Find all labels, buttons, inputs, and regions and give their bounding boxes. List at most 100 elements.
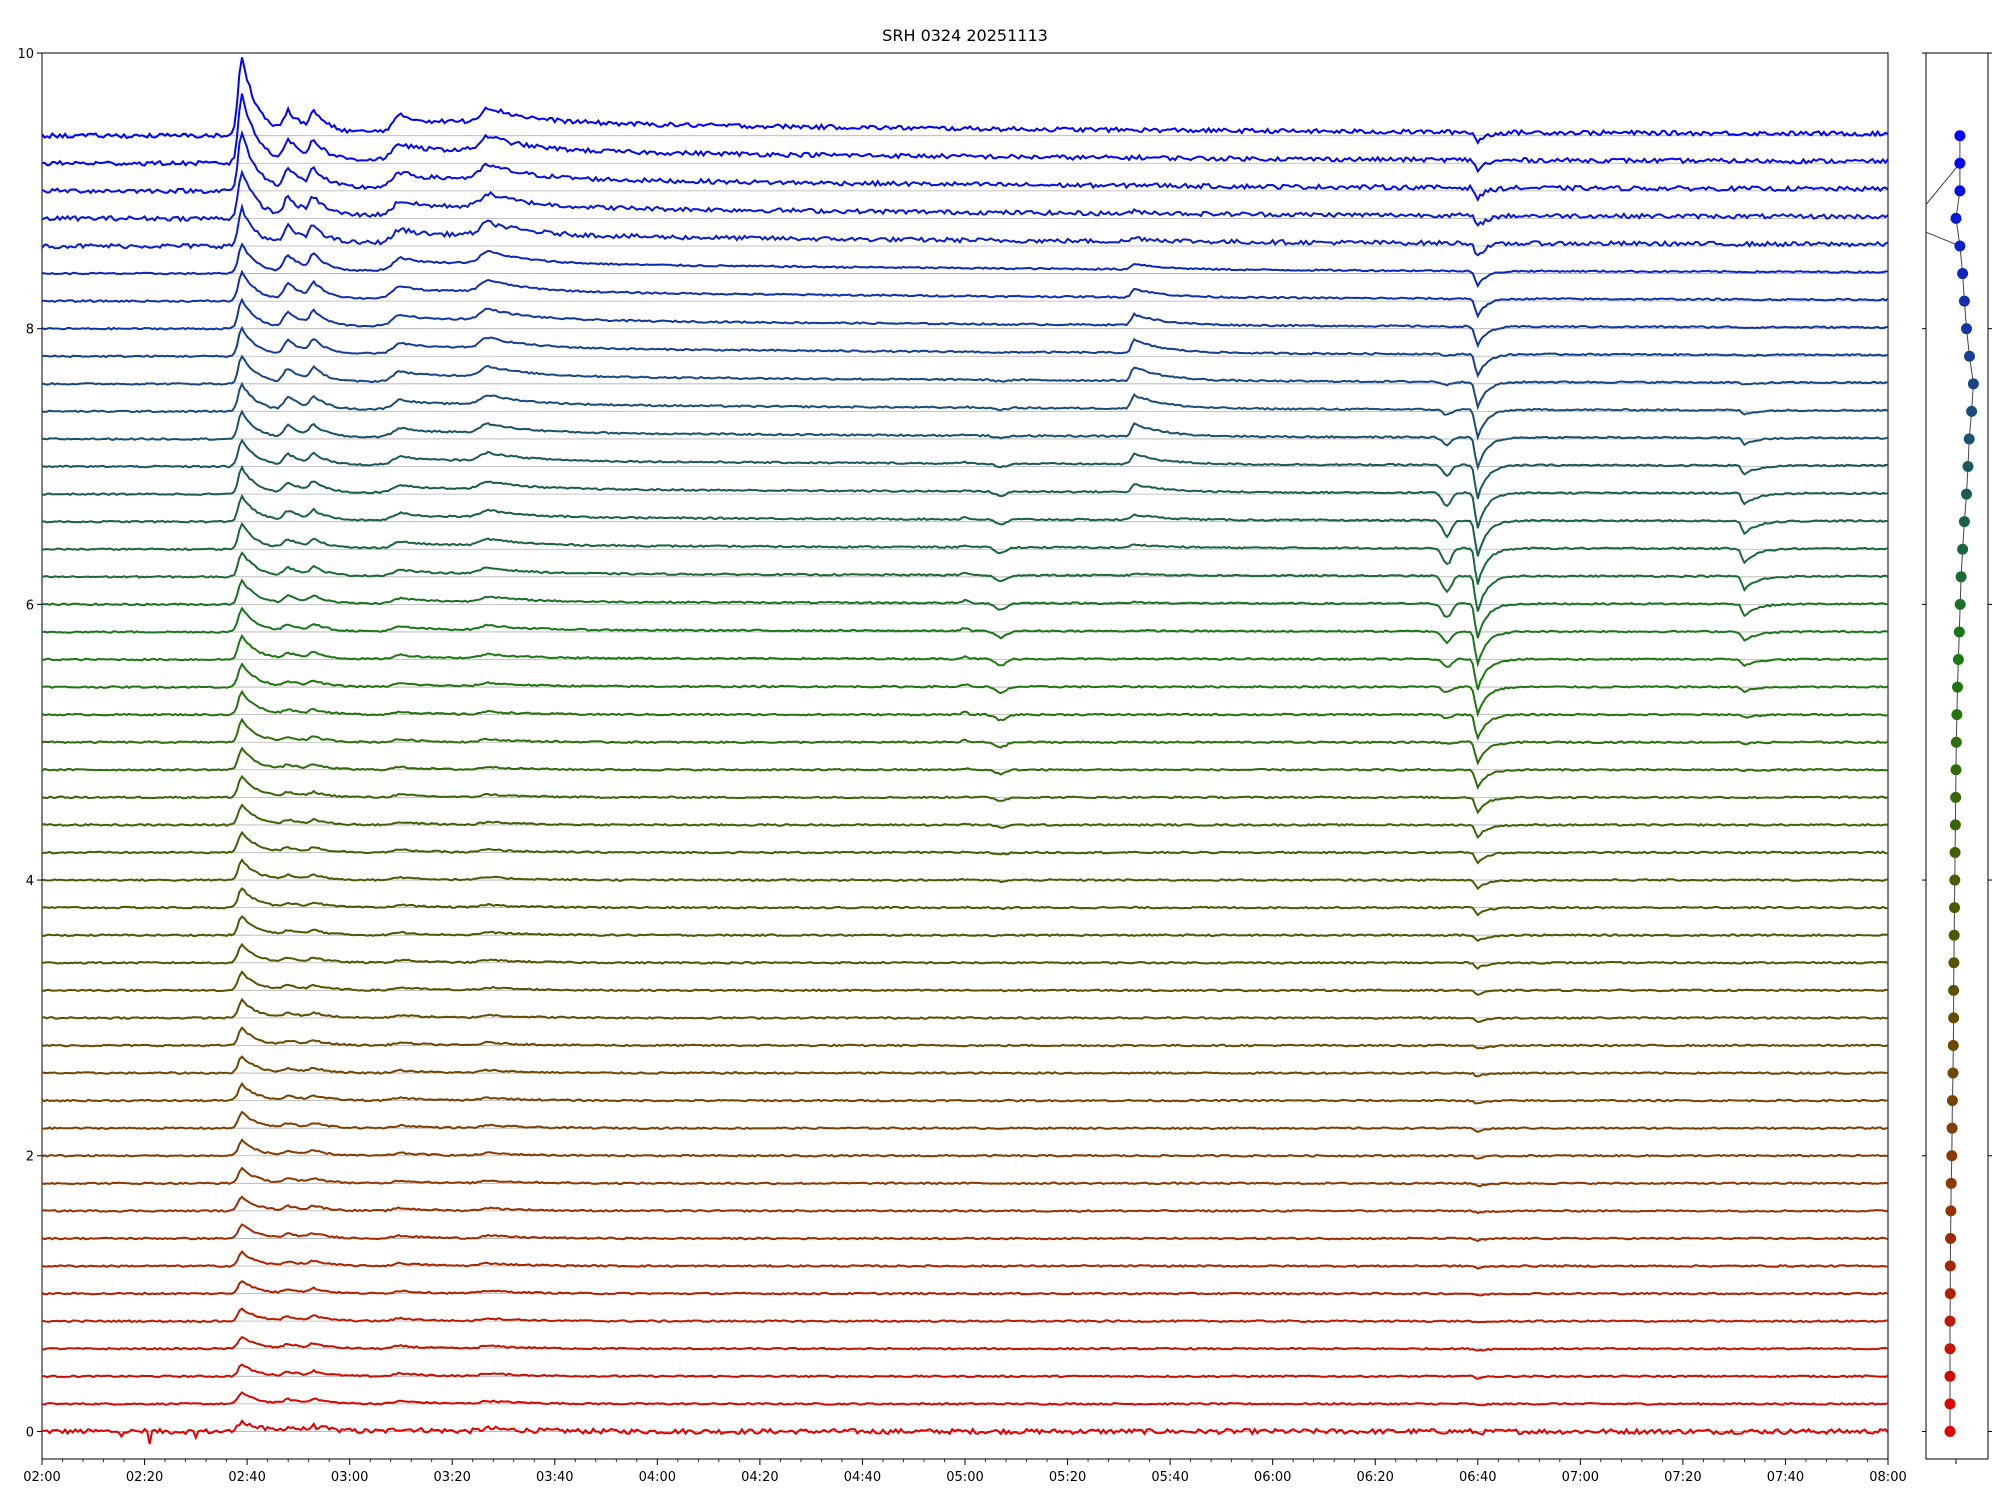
series-line <box>42 1335 1889 1352</box>
series-line <box>41 1307 1889 1324</box>
side-profile-point <box>1946 1150 1958 1162</box>
series-line <box>41 269 1889 319</box>
side-profile-point <box>1949 902 1960 914</box>
side-profile-point <box>1946 1095 1958 1107</box>
side-profile-point <box>1958 516 1970 528</box>
side-profile-point <box>1950 791 1962 803</box>
side-profile-point <box>1945 1232 1957 1244</box>
side-profile-point <box>1948 984 1960 996</box>
side-profile-point <box>1953 626 1965 638</box>
side-profile-point <box>1944 1425 1956 1437</box>
side-profile-point <box>1944 1315 1956 1327</box>
series-line <box>41 464 1888 529</box>
side-profile-point <box>1961 323 1972 335</box>
series-line <box>41 1166 1889 1188</box>
side-profile-point <box>1945 1205 1957 1217</box>
side-profile-point <box>1957 543 1969 555</box>
x-tick-label: 05:40 <box>1151 1470 1188 1485</box>
series-line <box>41 93 1889 174</box>
series-line <box>41 1223 1889 1243</box>
series-line <box>41 830 1889 865</box>
series-line <box>41 1138 1889 1160</box>
series-line <box>41 1419 1889 1445</box>
series-line <box>41 774 1889 815</box>
series-line <box>41 970 1889 996</box>
series-line <box>41 633 1889 691</box>
side-profile-point <box>1950 212 1962 224</box>
side-profile-point <box>1962 461 1974 473</box>
x-tick-label: 03:40 <box>536 1470 573 1485</box>
series-line <box>41 438 1889 500</box>
x-tick-label: 08:00 <box>1869 1470 1906 1485</box>
series-line <box>41 717 1889 766</box>
side-profile-point <box>1963 433 1975 445</box>
x-tick-label: 03:20 <box>433 1470 470 1485</box>
plot-frame <box>41 52 1889 1460</box>
side-profile-point <box>1945 1177 1957 1189</box>
side-profile-point <box>1949 819 1961 831</box>
side-profile-point <box>1966 405 1978 417</box>
side-profile-point <box>1967 378 1979 390</box>
series-line <box>42 1391 1889 1407</box>
series-line <box>41 997 1889 1024</box>
series-line <box>41 942 1889 971</box>
side-panel-frame <box>1925 52 1989 1460</box>
series-line <box>41 169 1889 228</box>
series-line <box>41 1279 1889 1297</box>
side-profile-point <box>1954 598 1966 610</box>
series-line <box>41 1250 1889 1270</box>
side-profile-point <box>1954 185 1966 197</box>
side-profile-point <box>1948 957 1960 969</box>
side-profile-point <box>1946 1122 1958 1134</box>
x-tick-label: 07:40 <box>1767 1470 1804 1485</box>
series-line <box>41 662 1889 718</box>
side-profile-point <box>1954 157 1966 169</box>
series-line <box>41 57 1889 145</box>
series-line <box>41 858 1889 891</box>
y-tick-label: 8 <box>26 323 34 338</box>
side-profile-point <box>1944 1288 1956 1300</box>
x-tick-label: 07:00 <box>1562 1470 1599 1485</box>
side-profile-point <box>1961 488 1972 500</box>
y-tick-label: 4 <box>26 874 34 889</box>
side-profile-point <box>1955 571 1967 583</box>
series-line <box>41 325 1889 379</box>
series-line <box>41 578 1889 639</box>
x-tick-label: 04:00 <box>639 1470 676 1485</box>
series-line <box>41 242 1889 289</box>
side-profile-point <box>1944 1343 1956 1355</box>
side-profile-point <box>1951 709 1963 721</box>
traces-group <box>41 57 1889 1445</box>
series-line <box>41 354 1889 411</box>
side-profile-point <box>1964 350 1975 362</box>
series-line <box>41 1110 1889 1133</box>
y-tick-label: 2 <box>26 1150 34 1165</box>
x-tick-label: 02:40 <box>228 1470 265 1485</box>
x-tick-label: 06:40 <box>1459 1470 1496 1485</box>
side-profile-point <box>1944 1260 1956 1272</box>
x-tick-label: 04:40 <box>844 1470 881 1485</box>
side-profile-point <box>1944 1398 1956 1410</box>
x-tick-label: 05:20 <box>1049 1470 1086 1485</box>
side-profile-point <box>1952 654 1964 666</box>
series-line <box>41 409 1889 471</box>
side-profile-point <box>1950 736 1962 748</box>
x-tick-label: 06:00 <box>1254 1470 1291 1485</box>
x-tick-label: 06:20 <box>1356 1470 1393 1485</box>
side-profile-point <box>1954 240 1966 252</box>
series-line <box>41 887 1889 917</box>
series-line <box>41 129 1889 203</box>
x-tick-label: 02:00 <box>23 1470 60 1485</box>
series-line <box>41 1081 1889 1105</box>
series-line <box>41 689 1889 741</box>
x-tick-label: 05:00 <box>946 1470 983 1485</box>
side-profile-point <box>1947 1039 1959 1051</box>
series-line <box>41 1363 1889 1380</box>
y-tick-label: 0 <box>26 1425 34 1440</box>
series-line <box>41 493 1888 557</box>
side-profile-point <box>1944 1370 1956 1382</box>
series-line <box>41 803 1889 839</box>
series-line <box>41 746 1889 791</box>
